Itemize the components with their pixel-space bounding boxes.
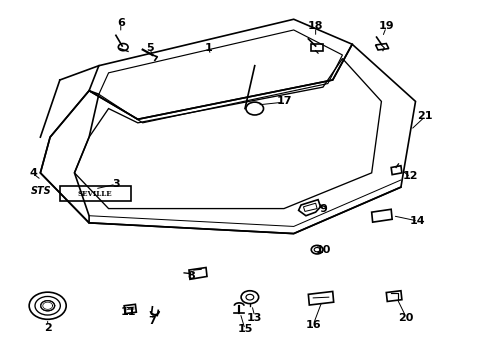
Text: 19: 19 — [378, 21, 394, 31]
Text: 5: 5 — [146, 43, 154, 53]
Text: 12: 12 — [403, 171, 418, 181]
Bar — [311, 44, 323, 51]
Text: 11: 11 — [121, 307, 136, 317]
Text: 21: 21 — [417, 111, 433, 121]
Text: 17: 17 — [276, 96, 292, 107]
Text: 14: 14 — [410, 216, 426, 226]
Text: 18: 18 — [308, 21, 323, 31]
Text: SEVILLE: SEVILLE — [77, 190, 112, 198]
Text: STS: STS — [31, 186, 51, 197]
Text: 15: 15 — [237, 324, 253, 334]
Text: 13: 13 — [247, 312, 263, 323]
Text: 6: 6 — [117, 18, 124, 28]
Text: 8: 8 — [188, 271, 196, 282]
Text: 2: 2 — [44, 323, 51, 333]
Text: 16: 16 — [305, 320, 321, 330]
Text: 7: 7 — [148, 316, 156, 326]
Text: 10: 10 — [315, 245, 331, 255]
Text: 4: 4 — [29, 168, 37, 178]
Text: 20: 20 — [398, 312, 414, 323]
Text: 1: 1 — [205, 43, 212, 53]
Text: 3: 3 — [112, 179, 120, 189]
Text: 9: 9 — [319, 203, 327, 213]
